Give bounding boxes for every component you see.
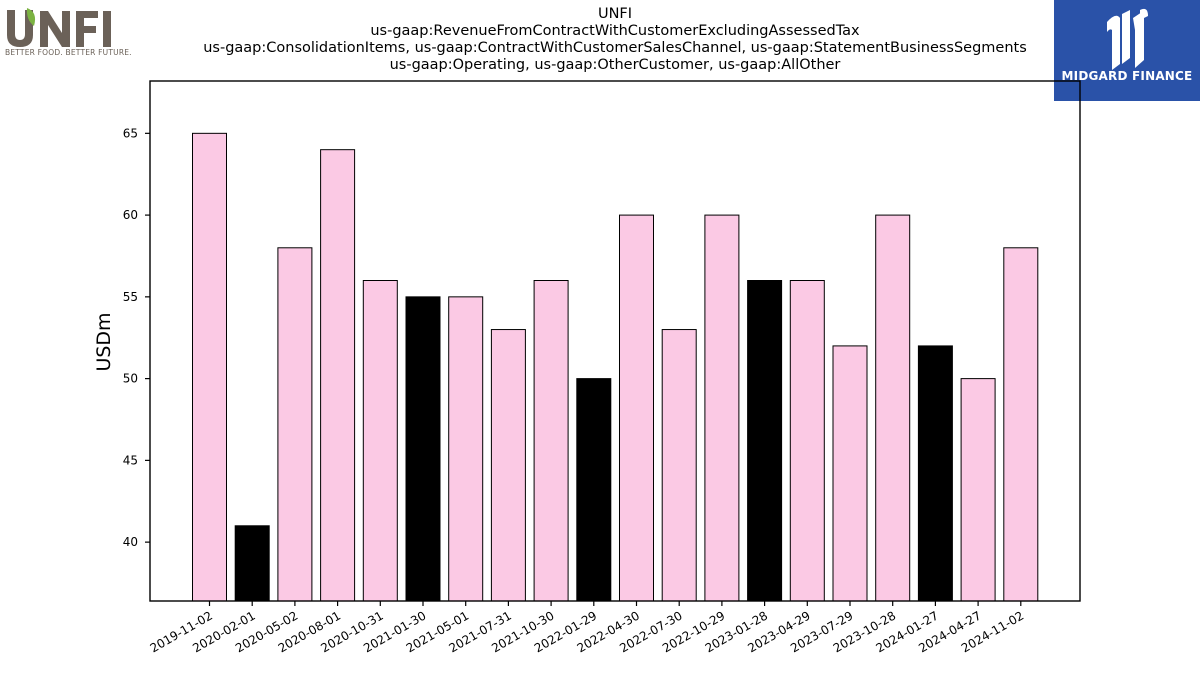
y-tick-label: 55	[123, 290, 138, 304]
bar-2021-05-01	[448, 296, 484, 602]
chart-title: UNFI us-gaap:RevenueFromContractWithCust…	[150, 6, 1080, 74]
midgard-logo: MIDGARD FINANCE	[1054, 0, 1200, 101]
unfi-logo: BETTER FOOD. BETTER FUTURE.	[4, 4, 132, 60]
y-tick-label: 45	[123, 453, 138, 467]
bar-2020-08-01	[320, 149, 356, 602]
bar-2019-11-02	[192, 132, 227, 602]
title-line-3: us-gaap:ConsolidationItems, us-gaap:Cont…	[203, 40, 1027, 56]
bar-2022-04-30	[619, 214, 654, 602]
plot-frame	[149, 80, 1081, 602]
bar-2024-04-27	[960, 378, 996, 602]
bar-2022-01-29	[576, 378, 612, 602]
midgard-logo-icon	[1107, 8, 1148, 70]
bar-2024-11-02	[1003, 247, 1039, 602]
y-tick-label: 40	[123, 535, 138, 549]
bar-2022-10-29	[704, 214, 740, 602]
bar-2023-01-28	[747, 280, 783, 602]
bar-2022-07-30	[661, 329, 697, 602]
y-tick-label: 50	[123, 372, 138, 386]
bar-2023-07-29	[832, 345, 868, 602]
y-axis: 40 45 50 55 60 65	[123, 126, 150, 549]
bar-2021-07-31	[490, 329, 526, 602]
midgard-wordmark: MIDGARD FINANCE	[1061, 69, 1193, 83]
unfi-tagline: BETTER FOOD. BETTER FUTURE.	[5, 48, 132, 57]
y-tick-label: 60	[123, 208, 138, 222]
bar-2023-04-29	[789, 280, 825, 602]
bar-2023-10-28	[875, 214, 911, 602]
bar-2021-01-30	[405, 296, 441, 602]
x-axis: 2019-11-022020-02-012020-05-022020-08-01…	[148, 601, 1026, 655]
title-line-2: us-gaap:RevenueFromContractWithCustomerE…	[370, 23, 860, 39]
title-line-4: us-gaap:Operating, us-gaap:OtherCustomer…	[389, 57, 841, 73]
bar-2020-05-02	[277, 247, 313, 602]
bar-2021-10-30	[533, 280, 569, 602]
title-line-1: UNFI	[597, 6, 633, 22]
bars-group	[192, 132, 1039, 602]
y-tick-label: 65	[123, 126, 138, 140]
bar-2020-10-31	[362, 280, 398, 602]
unfi-logo-icon	[7, 8, 111, 47]
bar-2024-01-27	[917, 345, 953, 602]
bar-2020-02-01	[234, 525, 270, 602]
y-axis-label: USDm	[93, 312, 115, 371]
